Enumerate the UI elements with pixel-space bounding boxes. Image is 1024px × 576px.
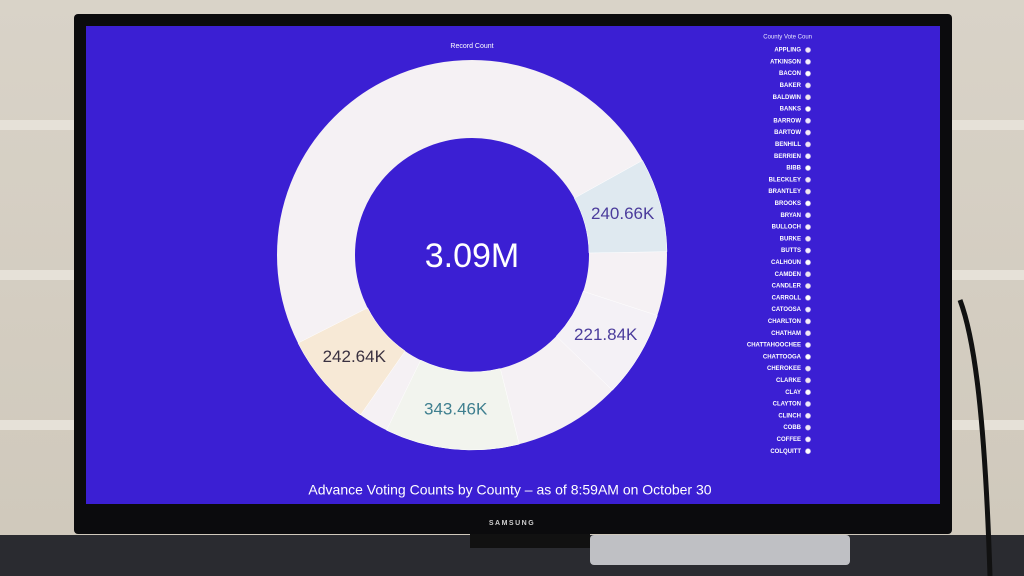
legend-label: BARROW	[773, 118, 801, 124]
legend-swatch	[805, 412, 811, 419]
legend-title: County Vote Coun	[763, 35, 812, 41]
slice	[573, 160, 668, 254]
legend-swatch	[805, 165, 811, 171]
legend-swatch	[805, 200, 811, 207]
legend-label: BALDWIN	[773, 95, 801, 101]
legend-label: BURKE	[780, 236, 801, 242]
legend-swatch	[805, 424, 811, 431]
legend-label: CLAYTON	[773, 402, 801, 408]
legend-swatch	[805, 389, 811, 396]
legend-label: CAMDEN	[775, 272, 801, 278]
legend-swatch	[805, 365, 811, 372]
legend-label: CHEROKEE	[767, 366, 801, 372]
legend-swatch	[805, 448, 811, 455]
legend-swatch	[805, 188, 811, 195]
legend-label: CLINCH	[778, 413, 801, 419]
legend-label: BULLOCH	[772, 225, 801, 231]
legend-swatch	[805, 70, 811, 77]
legend-swatch	[805, 153, 811, 160]
legend-swatch	[805, 141, 811, 148]
value-label: 240.66K	[591, 204, 655, 223]
legend-label: BENHILL	[775, 142, 801, 148]
legend-label: CANDLER	[772, 284, 802, 290]
legend-swatch	[805, 47, 811, 53]
legend-swatch	[805, 318, 811, 325]
slices: 240.66K 221.84K 343.46K 242.64K	[297, 160, 668, 451]
legend-label: BAKER	[780, 83, 802, 89]
legend-label: COLQUITT	[770, 449, 801, 455]
legend-label: BACON	[779, 71, 801, 77]
legend-swatch	[805, 306, 811, 313]
legend-label: CHARLTON	[768, 319, 801, 325]
legend-label: CALHOUN	[771, 260, 801, 266]
legend-label: BLECKLEY	[769, 177, 801, 183]
chart-title: Record Count	[450, 43, 493, 50]
legend-label: CARROLL	[772, 295, 802, 301]
legend-swatch	[805, 94, 811, 101]
legend-label: BUTTS	[781, 248, 801, 254]
legend-label: CHATTOOGA	[763, 354, 802, 360]
legend-label: BIBB	[786, 166, 801, 172]
legend-swatch	[805, 342, 811, 348]
legend-swatch	[805, 106, 811, 112]
legend-swatch	[805, 294, 811, 301]
legend-swatch	[805, 247, 811, 254]
brand: SAMSUNG	[489, 520, 535, 527]
legend-swatch	[805, 129, 811, 136]
legend-swatch	[805, 58, 811, 65]
legend-label: CLAY	[785, 390, 801, 396]
laptop	[590, 535, 850, 565]
legend-label: CHATTAHOOCHEE	[747, 343, 801, 349]
legend-swatch	[805, 271, 811, 278]
legend-swatch	[805, 377, 811, 384]
value-label: 343.46K	[424, 400, 488, 419]
legend-swatch	[805, 436, 811, 443]
slice	[555, 290, 658, 391]
slice	[386, 359, 520, 451]
caption: Advance Voting Counts by County – as of …	[308, 482, 711, 498]
legend-label: ATKINSON	[770, 59, 801, 65]
value-label: 242.64K	[323, 347, 387, 366]
legend-label: CLARKE	[776, 378, 801, 384]
legend-swatch	[805, 212, 811, 219]
legend-label: BRANTLEY	[768, 189, 801, 195]
legend-label: BERRIEN	[774, 154, 801, 160]
legend-label: COBB	[783, 425, 801, 431]
legend-swatch	[805, 224, 811, 230]
legend-label: BARTOW	[774, 130, 801, 136]
legend-swatch	[805, 82, 811, 89]
legend-label: CATOOSA	[772, 307, 802, 313]
legend-swatch	[805, 401, 811, 407]
total-label: 3.09M	[425, 237, 520, 275]
legend-label: BRYAN	[780, 213, 801, 219]
legend-label: COFFEE	[777, 437, 801, 443]
legend-swatch	[805, 283, 811, 289]
legend-swatch	[805, 176, 811, 183]
legend: County Vote Coun APPLING ATKINSON BACON BAK…	[747, 35, 812, 455]
legend-label: APPLING	[774, 48, 801, 54]
legend-swatch	[805, 117, 811, 124]
legend-label: CHATHAM	[771, 331, 801, 337]
legend-label: BANKS	[780, 107, 801, 113]
legend-label: BROOKS	[775, 201, 801, 207]
legend-swatch	[805, 259, 811, 266]
value-label: 221.84K	[574, 325, 638, 344]
slice	[297, 307, 406, 416]
legend-swatch	[805, 330, 811, 337]
legend-swatch	[805, 353, 811, 360]
legend-swatch	[805, 235, 811, 242]
cable	[957, 299, 993, 576]
